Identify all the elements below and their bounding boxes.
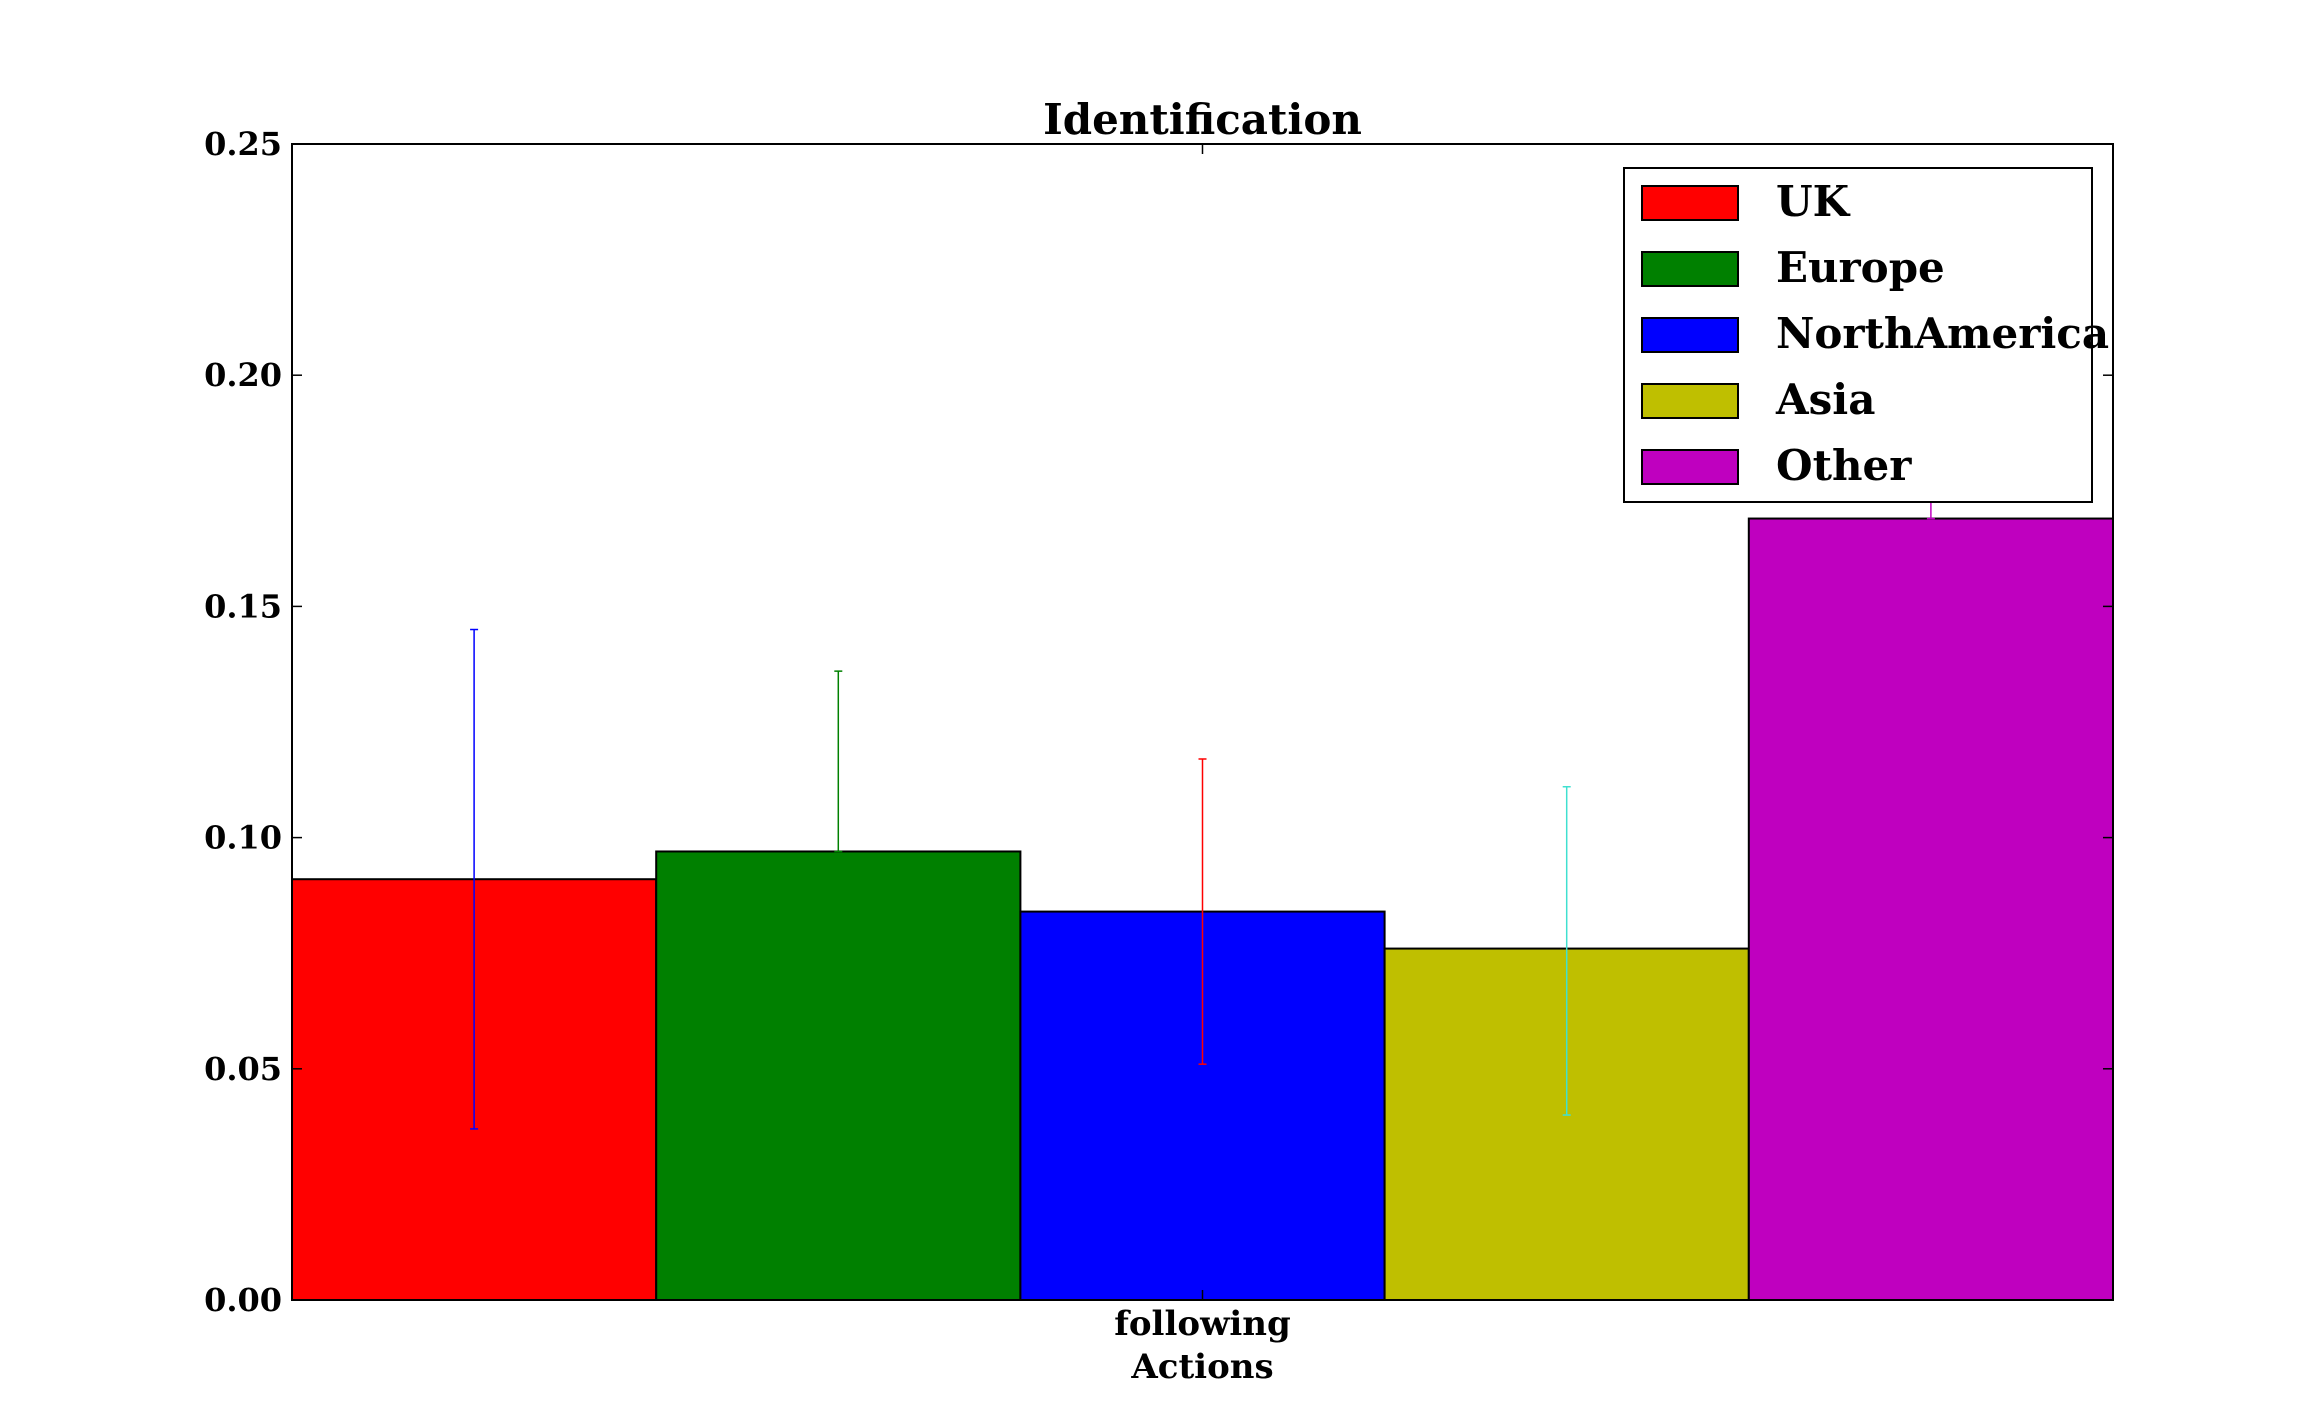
y-tick-label: 0.15 [204, 587, 282, 625]
legend-item-other: Other [1641, 441, 1912, 490]
error-bar-northamerica [1198, 758, 1207, 1065]
legend: UK Europe NorthAmerica Asia Other [1623, 167, 2109, 503]
error-bar-uk [470, 628, 479, 1130]
legend-swatch [1641, 383, 1739, 419]
legend-label: Europe [1776, 243, 1945, 292]
y-tick-label: 0.05 [204, 1050, 282, 1088]
legend-item-northamerica: NorthAmerica [1641, 309, 2109, 358]
chart-title: Identification [1043, 95, 1362, 144]
legend-swatch [1641, 317, 1739, 353]
legend-swatch [1641, 185, 1739, 221]
error-bar-europe [834, 670, 843, 853]
bar-europe [655, 850, 1022, 1301]
y-axis: 0.00 0.05 0.10 0.15 0.20 0.25 [204, 125, 2113, 1319]
bars [291, 517, 2115, 1301]
y-tick-label: 0.25 [204, 125, 282, 163]
legend-swatch [1641, 251, 1739, 287]
legend-label: Other [1776, 441, 1912, 490]
bar-other [1747, 517, 2115, 1301]
legend-item-asia: Asia [1641, 375, 1875, 424]
legend-item-uk: UK [1641, 177, 1851, 226]
legend-label: NorthAmerica [1776, 309, 2109, 358]
error-bar-asia [1562, 785, 1571, 1116]
legend-swatch [1641, 449, 1739, 485]
legend-label: UK [1776, 177, 1851, 226]
x-axis-label: Actions [1130, 1347, 1273, 1387]
y-tick-label: 0.10 [204, 819, 282, 857]
y-tick-label: 0.20 [204, 356, 282, 394]
error-bars [470, 466, 1935, 1130]
legend-label: Asia [1775, 375, 1875, 424]
y-tick-label: 0.00 [204, 1281, 282, 1319]
x-tick-label: following [1114, 1304, 1291, 1344]
legend-item-europe: Europe [1641, 243, 1945, 292]
x-axis: following [1114, 144, 1291, 1344]
